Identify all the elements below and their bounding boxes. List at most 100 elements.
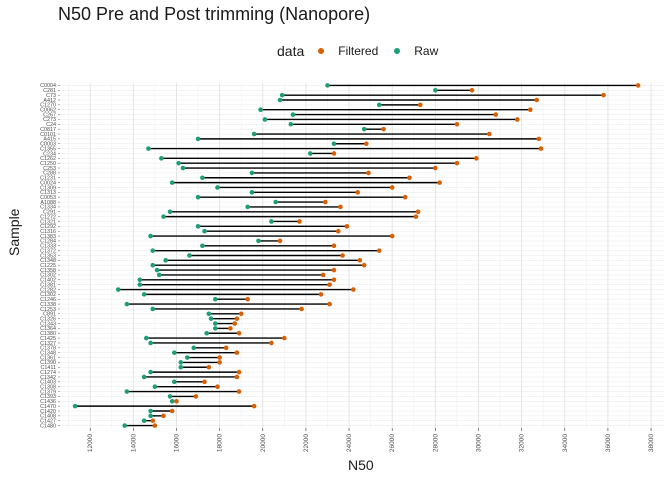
x-tick-label: 30000 bbox=[475, 434, 482, 452]
filtered-point bbox=[217, 355, 222, 360]
y-tick-label: C1390 bbox=[40, 360, 56, 366]
y-tick-label: C1316 bbox=[40, 229, 56, 235]
filtered-point bbox=[238, 311, 244, 317]
raw-point bbox=[148, 340, 153, 346]
y-tick-label: C1420 bbox=[40, 409, 56, 415]
raw-point bbox=[167, 394, 173, 399]
x-tick-label: 24000 bbox=[346, 434, 353, 452]
filtered-point bbox=[486, 131, 492, 137]
raw-point bbox=[258, 107, 263, 113]
y-tick-label: C1364 bbox=[40, 326, 56, 332]
raw-point bbox=[148, 413, 153, 419]
filtered-point bbox=[389, 233, 395, 239]
raw-point bbox=[169, 398, 175, 404]
raw-point bbox=[148, 233, 153, 239]
chart-title: N50 Pre and Post trimming (Nanopore) bbox=[58, 4, 371, 24]
y-tick-label: C1327 bbox=[40, 341, 56, 347]
filtered-point bbox=[474, 156, 479, 161]
raw-point bbox=[141, 374, 147, 380]
y-tick-label: C1348 bbox=[40, 258, 56, 264]
raw-point bbox=[433, 87, 438, 93]
x-tick-label: 18000 bbox=[217, 434, 224, 452]
y-tick-label: C1262 bbox=[40, 156, 56, 162]
raw-point bbox=[273, 199, 279, 205]
filtered-point bbox=[251, 403, 257, 409]
filtered-point bbox=[318, 292, 324, 297]
y-tick-label: C1381 bbox=[40, 282, 56, 288]
y-tick-label: C1403 bbox=[40, 380, 56, 386]
raw-point bbox=[180, 165, 186, 171]
raw-point bbox=[208, 316, 214, 321]
raw-point bbox=[249, 170, 255, 176]
y-tick-label: C1270 bbox=[40, 103, 56, 109]
filtered-point bbox=[169, 408, 175, 414]
raw-point bbox=[124, 301, 130, 307]
filtered-point bbox=[236, 330, 242, 336]
y-tick-label: C0101 bbox=[40, 132, 56, 138]
raw-point bbox=[184, 355, 190, 360]
x-tick-label: 32000 bbox=[519, 434, 526, 452]
y-tick-label: C1355 bbox=[40, 146, 56, 152]
raw-point bbox=[141, 418, 147, 424]
filtered-point bbox=[331, 267, 337, 273]
y-tick-label: C1321 bbox=[40, 219, 56, 225]
filtered-point bbox=[193, 394, 199, 399]
y-tick-label: C1250 bbox=[40, 161, 56, 167]
y-tick-label: C281 bbox=[43, 88, 56, 94]
filtered-point bbox=[381, 126, 386, 132]
filtered-point bbox=[215, 384, 220, 389]
y-tick-label: C1302 bbox=[40, 292, 56, 298]
filtered-point bbox=[282, 335, 287, 341]
raw-point bbox=[269, 219, 274, 224]
legend-raw-label: Raw bbox=[414, 44, 439, 58]
filtered-point bbox=[344, 224, 350, 229]
raw-point bbox=[213, 296, 218, 302]
raw-point bbox=[191, 345, 197, 351]
raw-point bbox=[150, 306, 156, 312]
raw-point bbox=[290, 112, 296, 117]
y-tick-label: C1333 bbox=[40, 244, 56, 250]
filtered-point bbox=[413, 214, 419, 219]
legend: data Filtered Raw bbox=[277, 42, 454, 60]
raw-point bbox=[249, 190, 255, 195]
y-tick-label: C1309 bbox=[40, 185, 56, 191]
x-tick-label: 20000 bbox=[260, 434, 267, 452]
y-tick-label: C1470 bbox=[40, 404, 56, 410]
x-tick-label: 16000 bbox=[173, 434, 180, 452]
filtered-point bbox=[277, 238, 283, 244]
filtered-point bbox=[299, 306, 304, 312]
filtered-point bbox=[433, 165, 438, 171]
x-tick-label: 12000 bbox=[87, 434, 94, 452]
raw-point bbox=[148, 408, 153, 414]
y-axis-label: Sample bbox=[6, 208, 22, 256]
filtered-point bbox=[407, 175, 412, 181]
y-tick-label: C1348 bbox=[40, 350, 56, 356]
y-tick-label: C1427 bbox=[40, 419, 56, 425]
filtered-point bbox=[340, 253, 345, 258]
y-tick-label: C1425 bbox=[40, 336, 56, 342]
raw-point bbox=[150, 248, 156, 253]
x-tick-label: 26000 bbox=[389, 434, 396, 452]
filtered-point bbox=[335, 228, 341, 234]
raw-point bbox=[122, 423, 128, 428]
filtered-point bbox=[338, 204, 343, 210]
raw-point bbox=[279, 92, 285, 98]
filtered-point bbox=[174, 398, 179, 404]
filtered-point bbox=[527, 107, 533, 113]
raw-point bbox=[146, 146, 151, 151]
raw-point bbox=[307, 151, 313, 156]
filtered-point bbox=[351, 287, 356, 292]
filtered-point bbox=[454, 122, 460, 127]
y-tick-label: C1231 bbox=[40, 176, 56, 182]
raw-point bbox=[167, 209, 173, 215]
filtered-point bbox=[232, 321, 238, 326]
filtered-point bbox=[376, 248, 382, 253]
y-tick-label: C0053 bbox=[40, 195, 56, 201]
filtered-point bbox=[234, 350, 240, 355]
y-tick-label: C1378 bbox=[40, 346, 56, 352]
filtered-point bbox=[357, 258, 363, 263]
filtered-point bbox=[366, 170, 371, 176]
y-tick-label: C0817 bbox=[40, 127, 56, 133]
y-tick-label: C1411 bbox=[41, 365, 56, 371]
y-tick-label: C1402 bbox=[40, 278, 56, 284]
